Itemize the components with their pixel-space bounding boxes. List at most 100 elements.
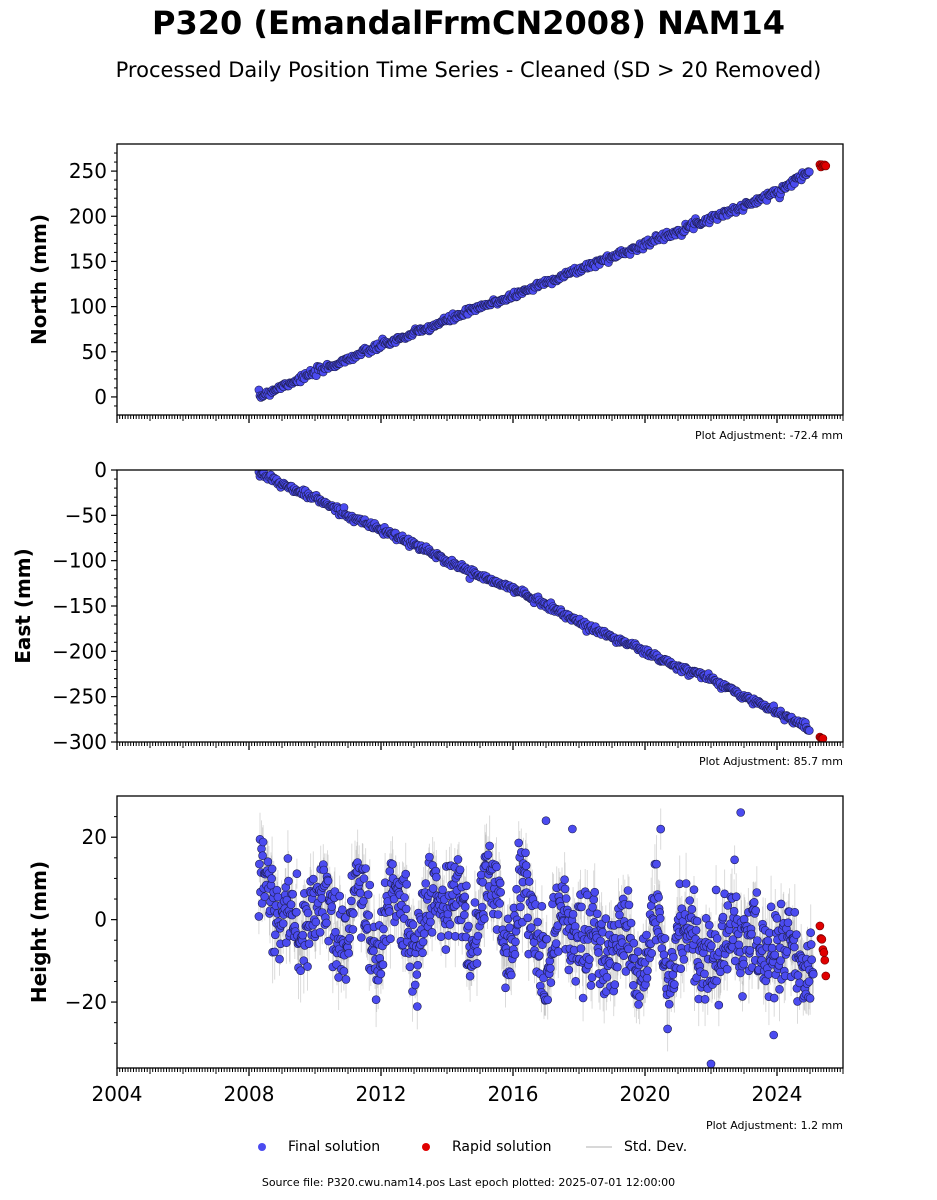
east-plot-adjustment: Plot Adjustment: 85.7 mm <box>698 755 843 768</box>
rapid-point <box>815 921 825 931</box>
final-point <box>585 955 594 964</box>
axes-frame <box>116 469 844 743</box>
final-point <box>613 962 622 972</box>
final-point <box>619 951 629 961</box>
final-point <box>363 890 373 899</box>
final-point <box>577 902 586 912</box>
y-tick-label: −20 <box>65 990 107 1014</box>
final-point <box>473 947 482 956</box>
final-point <box>670 980 679 989</box>
final-point <box>438 885 447 895</box>
final-point <box>656 824 666 834</box>
rapid-points <box>815 160 831 172</box>
height-plot-adjustment: Plot Adjustment: 1.2 mm <box>705 1119 843 1132</box>
final-point <box>730 855 739 865</box>
final-point <box>311 917 321 927</box>
final-point <box>692 916 702 926</box>
final-point <box>477 902 487 912</box>
final-points <box>254 808 818 1068</box>
final-point <box>793 971 803 980</box>
final-point <box>523 913 533 923</box>
final-point <box>739 959 748 969</box>
final-point <box>254 912 264 921</box>
final-point <box>783 918 793 928</box>
final-point <box>804 167 814 177</box>
y-tick-label: −200 <box>52 639 107 663</box>
final-point <box>278 919 288 928</box>
final-point <box>792 930 801 939</box>
final-point <box>571 976 581 986</box>
final-point <box>388 859 397 869</box>
final-point <box>602 972 612 982</box>
final-point <box>402 879 412 889</box>
final-point <box>389 894 399 904</box>
final-point <box>560 884 570 894</box>
final-point <box>664 999 674 1009</box>
final-point <box>495 899 505 908</box>
final-point <box>426 917 435 927</box>
final-point <box>564 965 574 975</box>
final-point <box>712 976 722 986</box>
final-point <box>510 949 520 959</box>
axes-frame <box>116 143 844 416</box>
y-tick-label: −50 <box>65 503 107 527</box>
final-point <box>687 904 697 914</box>
final-point <box>553 921 563 930</box>
final-point <box>776 899 786 909</box>
final-point <box>386 934 395 944</box>
final-point <box>734 940 744 950</box>
final-point <box>319 865 329 875</box>
final-point <box>766 902 776 912</box>
final-point <box>701 913 711 923</box>
final-point <box>804 726 814 735</box>
final-point <box>582 890 592 900</box>
final-point <box>378 960 388 970</box>
final-marker-icon <box>258 1143 266 1151</box>
final-point <box>736 808 746 817</box>
final-point <box>652 859 661 869</box>
final-point <box>292 869 302 879</box>
north-plot-adjustment: Plot Adjustment: -72.4 mm <box>695 429 843 442</box>
final-point <box>610 980 620 989</box>
final-point <box>553 947 563 956</box>
rapid-point <box>819 948 829 957</box>
data-layer <box>254 470 828 742</box>
final-point <box>410 980 420 990</box>
rapid-point <box>820 955 830 965</box>
x-tick-label: 2016 <box>488 1082 539 1106</box>
final-point <box>270 930 280 940</box>
final-point <box>524 877 534 886</box>
final-point <box>436 932 446 942</box>
chart-title: P320 (EmandalFrmCN2008) NAM14 <box>151 4 785 42</box>
final-point <box>421 879 431 888</box>
final-point <box>401 904 411 914</box>
final-point <box>642 973 652 983</box>
final-point <box>543 995 553 1005</box>
final-point <box>629 938 639 948</box>
final-point <box>431 872 441 882</box>
final-point <box>514 838 524 848</box>
final-point <box>292 907 301 917</box>
final-point <box>441 945 451 954</box>
final-point <box>772 913 782 923</box>
final-point <box>589 895 599 904</box>
final-point <box>483 850 493 860</box>
x-tick-label: 2024 <box>752 1082 803 1106</box>
final-point <box>691 925 701 935</box>
y-axis-label: Height (mm) <box>27 861 51 1003</box>
y-tick-label: 20 <box>82 825 107 849</box>
final-point <box>493 910 503 919</box>
north-panel: 0 50 100 150 200 250 North (mm) <box>27 143 844 423</box>
final-point <box>718 912 728 922</box>
final-point <box>714 1000 724 1010</box>
final-point <box>790 907 800 917</box>
final-point <box>412 1002 422 1011</box>
final-point <box>749 897 759 907</box>
final-point <box>324 936 333 946</box>
final-point <box>323 876 333 886</box>
final-point <box>568 909 578 919</box>
final-points <box>254 167 814 402</box>
final-point <box>255 859 264 869</box>
y-tick-label: 200 <box>69 204 107 228</box>
